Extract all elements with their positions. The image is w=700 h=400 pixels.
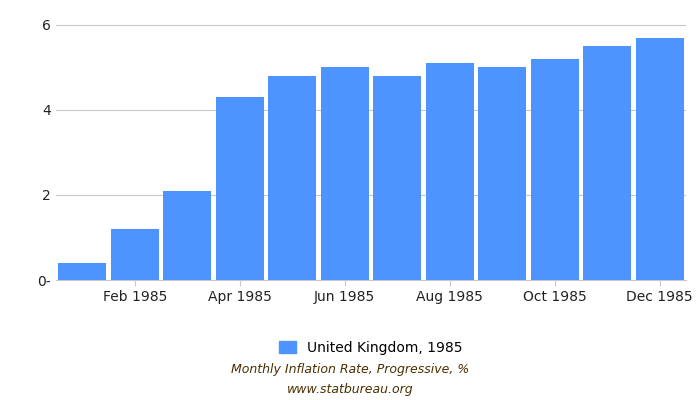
Text: Monthly Inflation Rate, Progressive, %: Monthly Inflation Rate, Progressive, %: [231, 364, 469, 376]
Bar: [268, 76, 316, 280]
Bar: [531, 59, 579, 280]
Text: www.statbureau.org: www.statbureau.org: [287, 384, 413, 396]
Bar: [58, 263, 106, 280]
Bar: [373, 76, 421, 280]
Bar: [478, 67, 526, 280]
Bar: [426, 63, 474, 280]
Bar: [583, 46, 631, 280]
Bar: [163, 191, 211, 280]
Legend: United Kingdom, 1985: United Kingdom, 1985: [274, 335, 468, 360]
Bar: [111, 229, 159, 280]
Bar: [636, 38, 684, 280]
Bar: [321, 67, 369, 280]
Bar: [216, 97, 264, 280]
